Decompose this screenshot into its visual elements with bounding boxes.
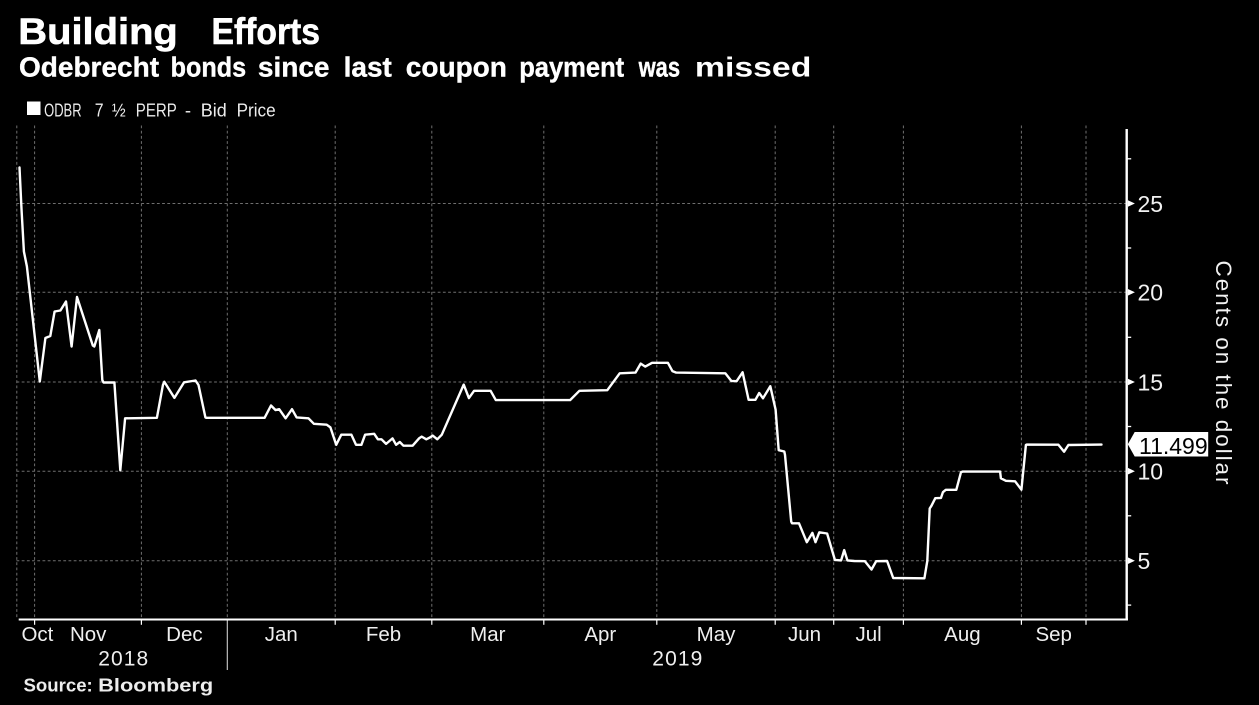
svg-text:since: since: [258, 52, 330, 83]
svg-text:missed: missed: [695, 52, 812, 83]
svg-text:Efforts: Efforts: [212, 11, 321, 52]
svg-text:Odebrecht: Odebrecht: [19, 52, 159, 83]
svg-text:7: 7: [95, 99, 104, 120]
svg-text:payment: payment: [519, 52, 624, 83]
svg-text:-: -: [185, 99, 191, 120]
svg-text:Bloomberg: Bloomberg: [98, 674, 213, 695]
svg-text:2018: 2018: [98, 648, 148, 671]
svg-text:bonds: bonds: [171, 52, 247, 83]
svg-text:25: 25: [1138, 191, 1164, 217]
svg-text:Building: Building: [18, 11, 178, 52]
svg-text:Jan: Jan: [265, 623, 298, 646]
svg-text:May: May: [697, 623, 736, 646]
svg-text:½: ½: [112, 99, 126, 120]
svg-text:Dec: Dec: [166, 623, 202, 646]
svg-text:2019: 2019: [652, 648, 702, 671]
svg-text:15: 15: [1138, 369, 1164, 395]
svg-text:10: 10: [1138, 459, 1164, 485]
svg-text:Jun: Jun: [788, 623, 821, 646]
svg-text:Apr: Apr: [584, 623, 616, 646]
svg-text:20: 20: [1138, 280, 1164, 306]
svg-text:Price: Price: [237, 99, 276, 120]
svg-text:Mar: Mar: [470, 623, 505, 646]
svg-text:Source:: Source:: [24, 674, 93, 695]
svg-text:11.499: 11.499: [1139, 433, 1208, 459]
svg-text:Jul: Jul: [855, 623, 881, 646]
svg-text:was: was: [638, 52, 680, 83]
svg-text:PERP: PERP: [136, 99, 177, 120]
svg-text:Sep: Sep: [1035, 623, 1071, 646]
svg-text:coupon: coupon: [406, 52, 507, 83]
svg-text:5: 5: [1138, 548, 1151, 574]
svg-text:Aug: Aug: [944, 623, 980, 646]
svg-text:Feb: Feb: [366, 623, 401, 646]
svg-text:last: last: [344, 52, 392, 83]
svg-text:ODBR: ODBR: [44, 99, 82, 120]
svg-text:Bid: Bid: [201, 99, 227, 120]
svg-text:Oct: Oct: [21, 623, 53, 646]
svg-text:Nov: Nov: [70, 623, 107, 646]
